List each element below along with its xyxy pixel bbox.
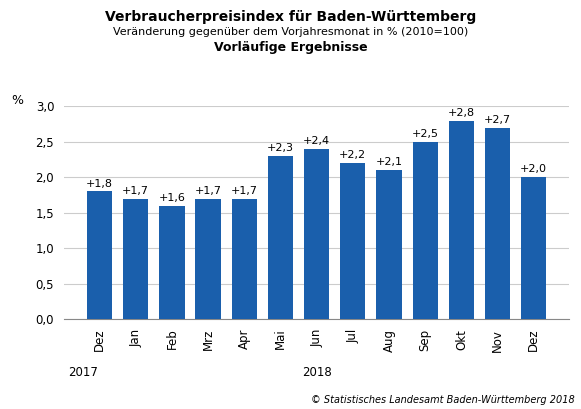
Bar — [413, 142, 438, 319]
Text: Veränderung gegenüber dem Vorjahresmonat in % (2010=100): Veränderung gegenüber dem Vorjahresmonat… — [113, 27, 468, 36]
Text: +1,7: +1,7 — [195, 186, 221, 196]
Text: +1,7: +1,7 — [122, 186, 149, 196]
Bar — [268, 156, 293, 319]
Text: +2,1: +2,1 — [375, 157, 403, 167]
Bar — [304, 149, 329, 319]
Text: %: % — [12, 94, 24, 107]
Text: 2018: 2018 — [302, 366, 332, 379]
Text: Vorläufige Ergebnisse: Vorläufige Ergebnisse — [214, 41, 367, 54]
Bar — [340, 163, 365, 319]
Text: +2,4: +2,4 — [303, 136, 330, 146]
Bar — [376, 170, 401, 319]
Bar — [485, 128, 510, 319]
Text: +2,0: +2,0 — [520, 164, 547, 174]
Bar — [449, 121, 474, 319]
Text: +2,7: +2,7 — [484, 115, 511, 125]
Text: +2,2: +2,2 — [339, 150, 367, 160]
Text: 2017: 2017 — [69, 366, 98, 379]
Bar — [87, 191, 112, 319]
Text: +1,8: +1,8 — [86, 179, 113, 189]
Bar — [123, 198, 148, 319]
Text: +2,5: +2,5 — [412, 129, 439, 139]
Text: +2,8: +2,8 — [448, 108, 475, 118]
Text: +1,6: +1,6 — [159, 193, 185, 203]
Text: +1,7: +1,7 — [231, 186, 258, 196]
Text: +2,3: +2,3 — [267, 143, 294, 153]
Bar — [521, 177, 546, 319]
Bar — [195, 198, 221, 319]
Text: © Statistisches Landesamt Baden-Württemberg 2018: © Statistisches Landesamt Baden-Württemb… — [311, 395, 575, 405]
Text: Verbraucherpreisindex für Baden-Württemberg: Verbraucherpreisindex für Baden-Württemb… — [105, 10, 476, 24]
Bar — [159, 206, 185, 319]
Bar — [232, 198, 257, 319]
